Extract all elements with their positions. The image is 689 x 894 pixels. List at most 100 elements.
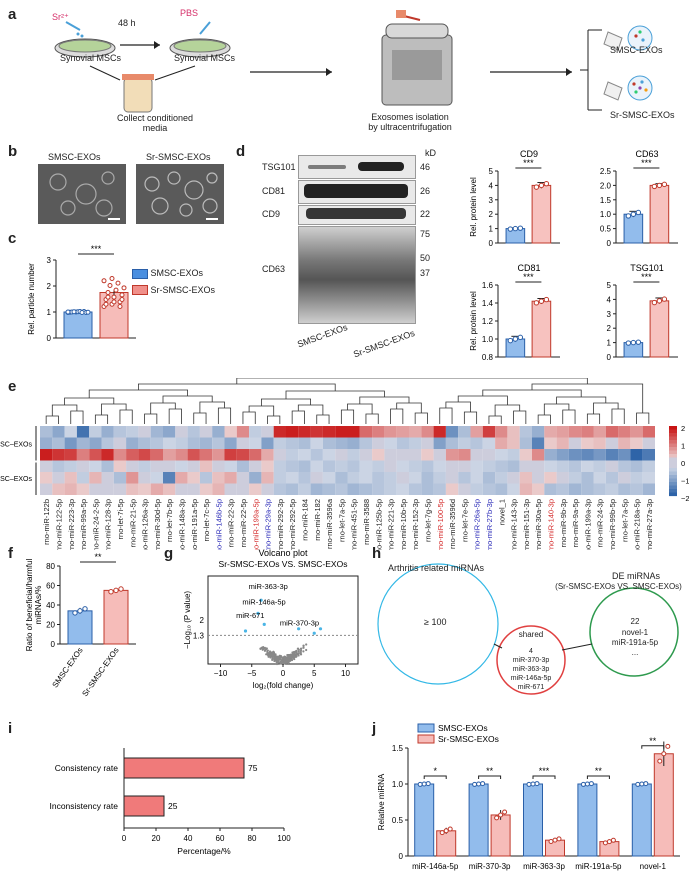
heatmap-cell	[556, 449, 569, 461]
venn-arthritis-circle	[377, 563, 499, 685]
data-point	[443, 828, 449, 834]
heatmap-cell	[519, 449, 532, 461]
data-point	[526, 781, 532, 787]
heatmap-cell	[384, 472, 397, 484]
heatmap-cell	[138, 426, 151, 438]
heatmap-cell	[138, 449, 151, 461]
volcano-point	[305, 643, 308, 646]
heatmap-cell	[495, 460, 508, 472]
legend-smsc-label: SMSC-EXOs	[150, 268, 204, 278]
volcano-point	[277, 656, 280, 659]
column-label: rno-miR-99a-5p	[79, 499, 88, 550]
dendrogram-branch	[414, 412, 428, 424]
heatmap-cell	[458, 426, 471, 438]
data-point	[635, 781, 641, 787]
heatmap-cell	[568, 437, 582, 449]
column-label: rno-miR-29a-3p	[264, 499, 273, 550]
x-tick-label: 20	[152, 834, 161, 843]
heatmap-cell	[261, 426, 274, 438]
y-axis-label: Rel. protein level	[469, 177, 478, 237]
heatmap-cell	[532, 426, 545, 438]
venn-left-count: ≥ 100	[424, 617, 447, 627]
heatmap-cell	[433, 437, 446, 449]
ultracentrifuge-illustration	[250, 10, 653, 111]
panel-label-a: a	[8, 6, 17, 23]
heatmap-cell	[224, 472, 237, 484]
heatmap-cell	[532, 483, 545, 495]
heatmap-cell	[347, 437, 360, 449]
heatmap-cell	[163, 449, 176, 461]
data-point	[588, 781, 594, 787]
data-point	[109, 275, 115, 281]
significance-label: ***	[523, 272, 534, 282]
heatmap-cell	[482, 437, 496, 449]
data-point	[538, 182, 545, 189]
column-label: rno-miR-191a-5p	[190, 499, 199, 550]
heatmap-cell	[40, 437, 53, 449]
data-point	[639, 781, 645, 787]
volcano-significant-point	[262, 622, 266, 626]
volcano-point	[274, 657, 278, 661]
dendrogram-branch	[445, 401, 471, 412]
heatmap-cell	[126, 426, 139, 438]
data-point	[111, 294, 117, 300]
column-label: rno-miR-3596a	[325, 498, 334, 549]
heatmap-cell	[187, 426, 200, 438]
column-label: rno-miR-27a-3p	[645, 499, 654, 550]
column-label: rno-miR-30d-5p	[153, 499, 162, 550]
heatmap-cell	[372, 472, 385, 484]
heatmap-cell	[101, 449, 114, 461]
heatmap-cell	[113, 460, 127, 472]
y-tick-label: 1	[47, 308, 52, 317]
em-image-sr-smsc-exos	[136, 164, 224, 224]
column-label: rno-let-7b-5p	[165, 499, 174, 542]
heatmap-cell	[482, 472, 496, 484]
color-scale-tick: −1	[681, 477, 689, 486]
heatmap-cell	[261, 449, 274, 461]
heatmap-cell	[568, 460, 582, 472]
heatmap-cell	[421, 426, 434, 438]
venn-right-count: 22	[630, 617, 640, 626]
data-point	[113, 287, 119, 293]
sr-smsc-exos-tube-icon	[603, 81, 623, 101]
data-point	[476, 781, 482, 787]
significance-label: *	[433, 766, 437, 776]
heatmap-cell	[310, 460, 323, 472]
volcano-point	[293, 654, 296, 657]
heatmap-cell	[273, 483, 286, 495]
bar-sr-smsc-exos	[531, 300, 552, 358]
heatmap-cell	[470, 460, 483, 472]
significance-label: **	[595, 766, 603, 776]
heatmap-cell	[372, 426, 385, 438]
heatmap-cell	[113, 483, 127, 495]
column-label: rno-miR-126a-3p	[141, 499, 150, 550]
heatmap-cell	[630, 483, 643, 495]
heatmap-cell	[113, 472, 127, 484]
bar-smsc-exos	[577, 783, 598, 857]
color-scale-tick: 2	[681, 424, 685, 433]
data-point	[630, 339, 637, 346]
venn-right-title: DE miRNAs	[611, 571, 660, 581]
volcano-title: Volcano plot	[258, 548, 308, 558]
dendrogram-branch	[340, 409, 355, 424]
y-tick-label: 0	[47, 334, 52, 343]
heatmap-cell	[273, 437, 286, 449]
data-point	[552, 837, 558, 843]
volcano-point	[294, 650, 297, 653]
category-label: Inconsistency rate	[49, 801, 118, 811]
heatmap-cell	[52, 437, 65, 449]
color-scale-step	[669, 426, 677, 430]
heatmap-cell	[470, 472, 483, 484]
heatmap-cell	[89, 483, 102, 495]
y-tick-label: 1.6	[482, 281, 494, 290]
bar-sr-smsc-exos	[531, 184, 552, 244]
heatmap-cell	[519, 437, 532, 449]
volcano-point	[295, 653, 298, 656]
heatmap-cell	[396, 426, 409, 438]
column-label: rno-let-7i-5p	[116, 499, 125, 539]
data-point	[534, 781, 540, 787]
heatmap-cell	[76, 460, 90, 472]
x-tick-label: 40	[184, 834, 193, 843]
y-tick-label: 2	[200, 616, 205, 625]
